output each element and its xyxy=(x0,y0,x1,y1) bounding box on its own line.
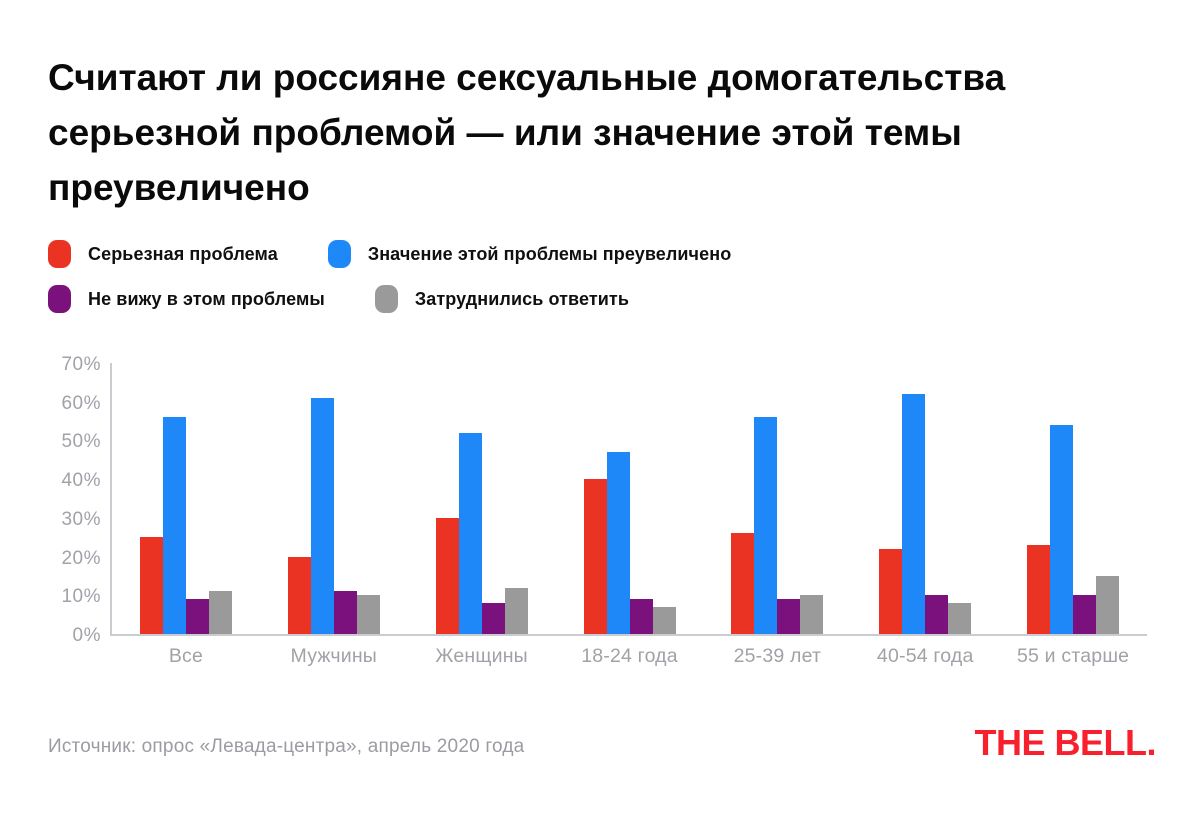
y-axis-label: 40% xyxy=(61,470,101,492)
legend-swatch-exaggerated xyxy=(327,240,351,268)
bar-groups xyxy=(112,363,1147,634)
y-axis-label: 30% xyxy=(61,508,101,530)
legend-item-serious-problem: Серьезная проблема xyxy=(48,240,278,268)
bar-no-problem xyxy=(333,591,357,634)
bar-group-1 xyxy=(112,363,260,634)
legend-label: Значение этой проблемы преувеличено xyxy=(367,243,732,264)
bar-no-problem xyxy=(777,599,801,634)
bar-group-2 xyxy=(260,363,408,634)
bar-hard-to-answer xyxy=(948,603,972,634)
bar-serious-problem xyxy=(287,556,311,634)
bar-group-7 xyxy=(999,363,1147,634)
bar-group-4 xyxy=(556,363,704,634)
bar-no-problem xyxy=(629,599,653,634)
bar-serious-problem xyxy=(731,533,755,634)
legend-label: Серьезная проблема xyxy=(88,243,278,264)
bar-group-3 xyxy=(408,363,556,634)
y-axis-label: 10% xyxy=(61,586,101,608)
legend-label: Затруднились ответить xyxy=(414,288,630,309)
legend-swatch-no-problem xyxy=(48,285,71,313)
bar-serious-problem xyxy=(879,548,903,634)
bar-exaggerated xyxy=(310,397,334,634)
legend-item-hard-to-answer: Затруднились ответить xyxy=(374,285,630,313)
bar-exaggerated xyxy=(458,432,482,634)
bar-exaggerated xyxy=(606,452,630,634)
x-axis-label: Женщины xyxy=(435,645,528,667)
bar-serious-problem xyxy=(583,479,607,634)
bar-exaggerated xyxy=(1050,424,1074,634)
x-axis-label: Мужчины xyxy=(290,645,378,667)
bar-hard-to-answer xyxy=(800,595,824,634)
legend-swatch-hard-to-answer xyxy=(374,285,398,313)
bar-group-5 xyxy=(703,363,851,634)
y-axis: 0% 10% 20% 30% 40% 50% 60% 70% xyxy=(0,354,101,646)
bar-serious-problem xyxy=(1027,544,1051,634)
x-axis-label: 40-54 года xyxy=(876,645,974,667)
chart-legend: Серьезная проблема Значение этой проблемы… xyxy=(48,240,731,313)
bar-hard-to-answer xyxy=(504,587,528,634)
y-axis-label: 20% xyxy=(61,547,101,569)
bar-no-problem xyxy=(185,599,209,634)
bar-hard-to-answer xyxy=(208,591,232,634)
bar-hard-to-answer xyxy=(356,595,380,634)
bar-group-6 xyxy=(851,363,999,634)
legend-item-exaggerated: Значение этой проблемы преувеличено xyxy=(327,240,732,268)
y-axis-label: 0% xyxy=(72,625,101,646)
bar-serious-problem xyxy=(435,517,459,634)
bar-hard-to-answer xyxy=(652,606,676,634)
the-bell-logo: THE BELL. xyxy=(974,722,1157,763)
plot-area xyxy=(110,363,1147,636)
bar-no-problem xyxy=(481,603,505,634)
bar-exaggerated xyxy=(162,417,186,634)
bar-no-problem xyxy=(925,595,949,634)
legend-label: Не вижу в этом проблемы xyxy=(88,288,325,309)
x-axis-label: 55 и старше xyxy=(1016,645,1130,667)
legend-item-no-problem: Не вижу в этом проблемы xyxy=(48,285,325,313)
legend-row-1: Серьезная проблема Значение этой проблемы… xyxy=(48,240,731,268)
legend-row-2: Не вижу в этом проблемы Затруднились отве… xyxy=(48,285,731,313)
bar-exaggerated xyxy=(754,417,778,634)
legend-swatch-serious-problem xyxy=(48,240,71,268)
bar-serious-problem xyxy=(139,537,163,634)
x-axis: Все Мужчины Женщины 18-24 года 25-39 лет 40-5… xyxy=(112,645,1147,668)
bar-exaggerated xyxy=(902,393,926,634)
chart-title: Считают ли россияне сексуальные домогате… xyxy=(48,57,1006,208)
x-axis-label: 25-39 лет xyxy=(733,645,822,667)
bar-hard-to-answer xyxy=(1096,575,1120,634)
y-axis-label: 60% xyxy=(61,392,101,414)
y-axis-label: 70% xyxy=(61,354,101,375)
bar-no-problem xyxy=(1073,595,1097,634)
source-note: Источник: опрос «Левада-центра», апрель … xyxy=(48,736,525,757)
x-axis-label: 18-24 года xyxy=(581,645,678,667)
x-axis-label: Все xyxy=(168,645,204,667)
y-axis-label: 50% xyxy=(61,431,101,453)
